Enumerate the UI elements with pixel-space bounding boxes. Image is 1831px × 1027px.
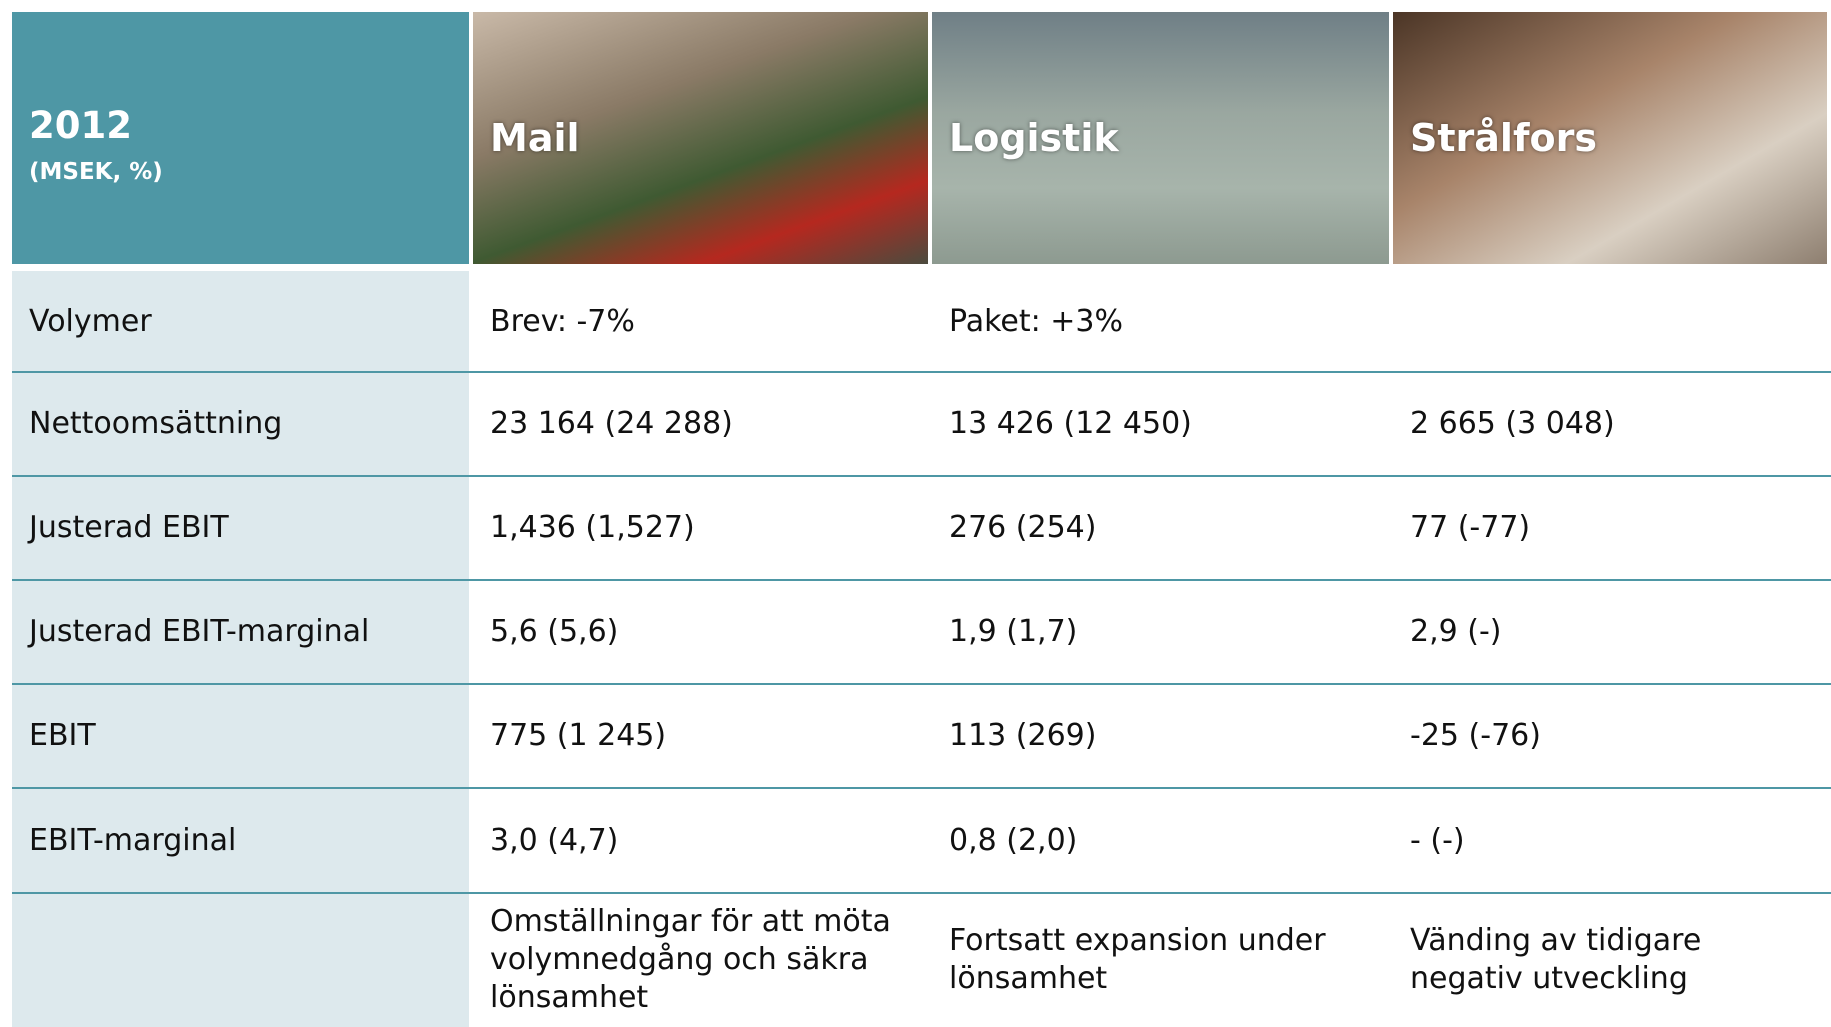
cell-value: 0,8 (2,0) bbox=[949, 822, 1078, 858]
note: Fortsatt expansion under lönsamhet bbox=[949, 923, 1326, 996]
column-header: Logistik bbox=[932, 12, 1389, 264]
header-year-cell: 2012 (MSEK, %) bbox=[12, 12, 469, 264]
row-label: Justerad EBIT bbox=[29, 510, 229, 545]
row-label: Justerad EBIT-marginal bbox=[29, 614, 370, 649]
cell-value: 13 426 (12 450) bbox=[949, 406, 1192, 441]
cell-value: Paket: +3% bbox=[949, 303, 1124, 339]
cell-value: 3,0 (4,7) bbox=[490, 822, 619, 858]
cell-value: - (-) bbox=[1410, 822, 1465, 858]
row-label: Volymer bbox=[29, 303, 152, 339]
note: Omställningar för att möta volymnedgång … bbox=[490, 904, 891, 1015]
note: Vänding av tidigare negativ utveckling bbox=[1410, 923, 1702, 996]
cell-value: -25 (-76) bbox=[1410, 718, 1541, 753]
row-divider bbox=[12, 683, 1831, 685]
row-divider bbox=[12, 579, 1831, 581]
row-divider bbox=[12, 371, 1831, 373]
row-divider bbox=[12, 787, 1831, 789]
cell-value: 276 (254) bbox=[949, 510, 1097, 545]
cell-value: 113 (269) bbox=[949, 718, 1097, 753]
cell-value: 77 (-77) bbox=[1410, 510, 1531, 545]
cell-value: 1,436 (1,527) bbox=[490, 510, 695, 545]
row-label: EBIT bbox=[29, 718, 96, 753]
cell-value: 5,6 (5,6) bbox=[490, 614, 619, 649]
column-header: Strålfors bbox=[1393, 12, 1827, 264]
cell-value: 1,9 (1,7) bbox=[949, 614, 1078, 649]
row-divider bbox=[12, 892, 1831, 894]
row-label: EBIT-marginal bbox=[29, 822, 237, 858]
unit: (MSEK, %) bbox=[29, 159, 163, 185]
cell-value: 2,9 (-) bbox=[1410, 614, 1502, 649]
year: 2012 bbox=[29, 104, 132, 147]
column-header: Mail bbox=[473, 12, 928, 264]
row-label: Nettoomsättning bbox=[29, 406, 283, 441]
cell-value: 2 665 (3 048) bbox=[1410, 406, 1615, 441]
label-column bbox=[12, 271, 469, 1027]
cell-value: Brev: -7% bbox=[490, 303, 635, 339]
cell-value: 23 164 (24 288) bbox=[490, 406, 733, 441]
cell-value: 775 (1 245) bbox=[490, 718, 667, 753]
row-divider bbox=[12, 475, 1831, 477]
